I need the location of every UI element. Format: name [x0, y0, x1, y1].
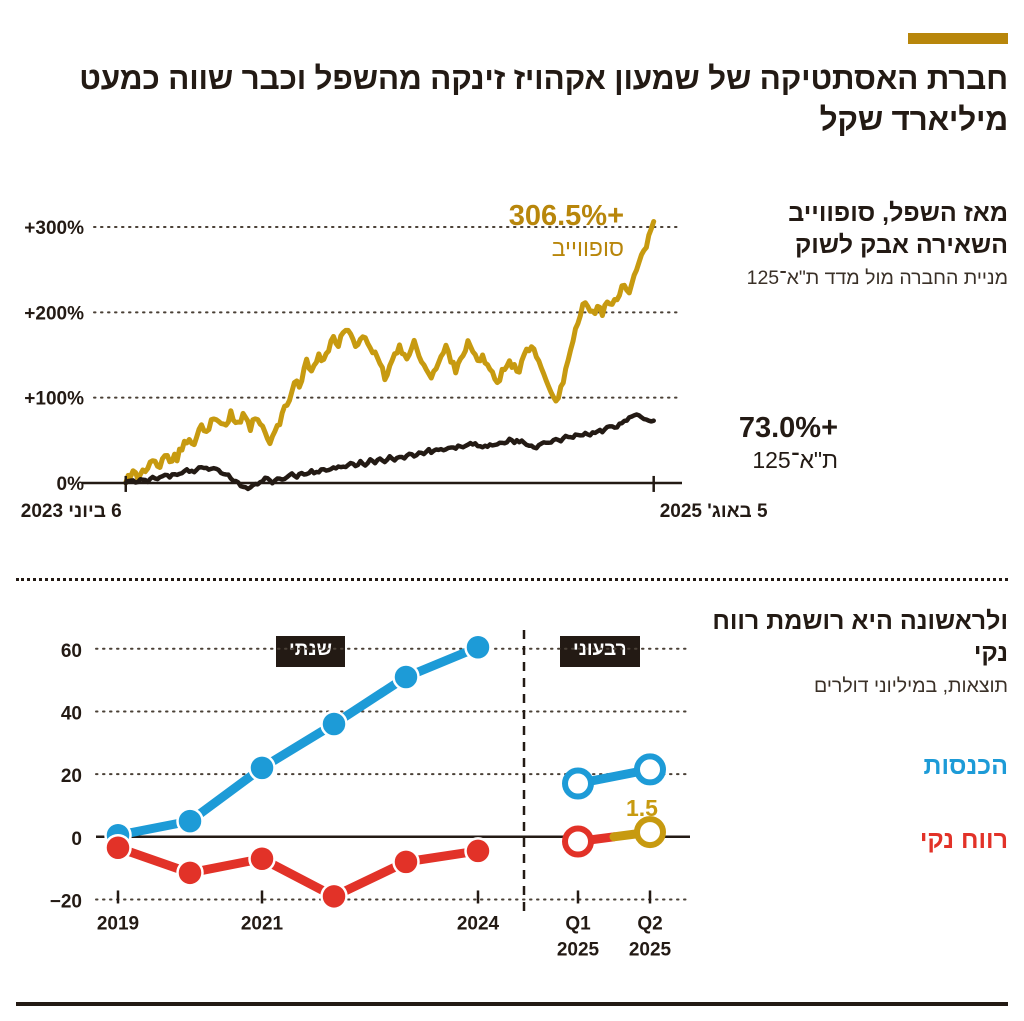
results-chart: 60 40 20 0 −20 2019 2021 2024 Q1 2025 Q2 2025 [0, 600, 700, 990]
data-point[interactable] [176, 859, 204, 887]
y-axis-tick: +300% [24, 218, 84, 239]
badge-annual: שנתי [276, 636, 345, 667]
data-point[interactable] [248, 754, 276, 782]
quarterly-profit-point-highlight[interactable] [634, 816, 666, 849]
data-point[interactable] [320, 710, 348, 738]
results-y-axis-labels: 60 40 20 0 −20 [50, 641, 82, 913]
y-axis-tick: −20 [50, 891, 82, 912]
results-section-lede: ולראשונה היא רושמת רווח נקי [712, 607, 1008, 667]
callout-ta125-name: ת"א־125 [752, 447, 838, 473]
page-title: חברת האסתטיקה של שמעון אקהויז זינקה מהשפ… [79, 60, 1008, 137]
results-gridlines [95, 647, 691, 901]
y-axis-tick: 0 [71, 829, 82, 850]
stock-section-text: מאז השפל, סופווייב השאירה אבק לשוק מניית… [708, 198, 1008, 291]
callout-ta125-value: +73.0% [738, 412, 838, 444]
callout-sofwave-value: +306.5% [508, 200, 624, 232]
x-axis-tick: 2024 [457, 913, 500, 934]
y-axis-tick: 40 [61, 703, 82, 724]
x-axis-tick-year: 2025 [629, 939, 672, 960]
results-x-axis-labels: 2019 2021 2024 Q1 2025 Q2 2025 [97, 890, 672, 960]
data-point[interactable] [392, 663, 420, 691]
stock-series-lines [123, 219, 657, 492]
callout-ta125: +73.0% ת"א־125 [739, 414, 838, 475]
stock-section-sub: מניית החברה מול מדד ת"א־125 [746, 267, 1008, 289]
y-axis-tick: +200% [24, 303, 84, 324]
stock-y-axis-labels: +300% +200% +100% 0% [24, 218, 84, 495]
data-point[interactable] [248, 844, 276, 873]
legend-profit: רווח נקי [919, 826, 1008, 854]
data-point[interactable] [104, 834, 132, 862]
stock-gridlines [93, 226, 683, 399]
x-axis-tick: 5 באוג' 2025 [660, 501, 768, 522]
stock-chart-svg: +300% +200% +100% 0% 6 ביוני 2023 5 באוג' 20… [21, 218, 768, 522]
x-axis-tick: 2019 [97, 913, 139, 934]
stock-x-axis-labels: 6 ביוני 2023 5 באוג' 2025 [21, 501, 768, 522]
quarterly-revenue-point[interactable] [562, 767, 594, 800]
stock-chart: +300% +200% +100% 0% 6 ביוני 2023 5 באוג' 20… [0, 190, 768, 540]
annual-series-line [113, 642, 483, 840]
x-axis-tick: Q2 [637, 913, 662, 934]
y-axis-tick: 0% [57, 474, 85, 495]
stock-section-lede: מאז השפל, סופווייב השאירה אבק לשוק [788, 199, 1008, 259]
x-axis-tick: 6 ביוני 2023 [21, 501, 122, 522]
results-section-text: ולראשונה היא רושמת רווח נקי תוצאות, במיל… [708, 606, 1008, 699]
data-point[interactable] [176, 807, 204, 835]
section-divider [16, 578, 1008, 581]
data-point[interactable] [392, 848, 420, 876]
results-chart-svg: 60 40 20 0 −20 2019 2021 2024 Q1 2025 Q2 2025 [50, 630, 691, 960]
footer-rule [16, 1002, 1008, 1006]
legend-revenue: הכנסות [923, 752, 1008, 780]
y-axis-tick: 20 [61, 766, 82, 787]
quarterly-revenue-point[interactable] [634, 753, 666, 786]
callout-sofwave-name: סופווייב [551, 235, 624, 261]
results-data-points [104, 633, 666, 911]
annual-series-line [113, 843, 483, 901]
results-section-sub: תוצאות, במיליוני דולרים [814, 675, 1008, 697]
series-line-sofwave [123, 219, 657, 486]
callout-sofwave: +306.5% סופווייב [509, 202, 624, 263]
y-axis-tick: +100% [24, 389, 84, 410]
y-axis-tick: 60 [61, 641, 82, 662]
data-point[interactable] [464, 633, 492, 661]
accent-bar [908, 33, 1008, 44]
quarterly-profit-point[interactable] [562, 825, 594, 858]
stock-x-axis [82, 475, 682, 492]
x-axis-tick: 2021 [241, 913, 284, 934]
x-axis-tick-year: 2025 [557, 939, 600, 960]
series-line-ta125 [123, 412, 656, 492]
x-axis-tick: Q1 [565, 913, 591, 934]
data-point[interactable] [320, 882, 348, 911]
data-point[interactable] [464, 837, 492, 865]
